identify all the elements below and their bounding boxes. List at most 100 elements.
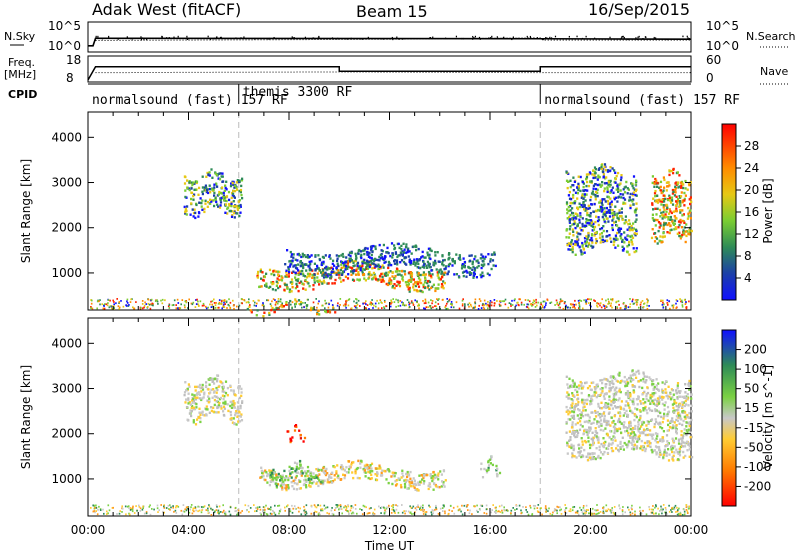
ground-scatter-cell [209, 303, 211, 306]
range-gate-cell [350, 251, 353, 255]
range-gate-cell [230, 204, 233, 208]
ground-scatter-cell [345, 303, 347, 306]
range-gate-cell [590, 233, 594, 236]
range-gate-cell [433, 482, 436, 485]
ground-scatter-cell [535, 298, 537, 301]
range-gate-cell [368, 263, 371, 266]
range-gate-cell [681, 214, 684, 217]
range-gate-cell [406, 470, 409, 474]
ground-scatter-cell [219, 303, 221, 305]
ground-scatter-cell [587, 298, 589, 301]
range-gate-cell [292, 270, 295, 273]
range-gate-cell [568, 430, 571, 433]
range-gate-cell [585, 381, 588, 384]
range-gate-cell [606, 190, 609, 194]
range-gate-cell [628, 425, 631, 428]
range-gate-cell [613, 239, 616, 242]
range-gate-cell [184, 189, 187, 192]
range-gate-cell [683, 197, 686, 201]
range-gate-cell [642, 372, 645, 376]
range-gate-cell [375, 265, 379, 268]
range-gate-cell [582, 455, 585, 458]
range-gate-cell [369, 273, 372, 276]
range-gate-cell [589, 212, 592, 215]
range-gate-cell [608, 215, 612, 218]
range-gate-cell [627, 444, 630, 447]
range-gate-cell [620, 233, 623, 236]
ground-scatter-cell [435, 305, 437, 308]
range-gate-cell [588, 416, 591, 419]
range-gate-cell [608, 436, 611, 439]
range-gate-cell [605, 206, 608, 210]
range-gate-cell [572, 189, 575, 192]
range-gate-cell [601, 215, 604, 219]
range-gate-cell [580, 446, 583, 449]
range-gate-cell [196, 396, 199, 399]
range-gate-cell [653, 219, 656, 222]
range-gate-cell [273, 476, 276, 480]
range-gate-cell [633, 414, 636, 417]
range-gate-cell [302, 287, 305, 290]
range-gate-cell [579, 380, 582, 384]
noise-jitter-mark [627, 38, 629, 41]
noise-jitter-mark [346, 38, 348, 40]
range-gate-cell [687, 404, 690, 407]
range-gate-cell [266, 481, 269, 484]
range-gate-cell [302, 265, 305, 268]
noise-jitter-mark [101, 37, 103, 40]
ground-scatter-cell [545, 508, 548, 511]
range-gate-cell [686, 393, 689, 396]
range-gate-cell [205, 413, 208, 416]
range-gate-cell [606, 239, 609, 242]
range-gate-cell [654, 418, 657, 421]
range-gate-cell [573, 220, 576, 223]
ground-scatter-cell [642, 306, 645, 308]
range-gate-cell [596, 411, 599, 414]
range-gate-cell [654, 432, 658, 435]
ground-scatter-cell [448, 299, 450, 302]
range-gate-cell [601, 235, 604, 238]
ground-scatter-cell [490, 304, 493, 307]
range-gate-cell [324, 254, 327, 257]
ground-scatter-cell [185, 301, 187, 303]
range-gate-cell [187, 187, 191, 190]
range-gate-cell [228, 203, 231, 206]
range-gate-cell [613, 429, 616, 432]
range-gate-cell [237, 405, 240, 408]
range-gate-cell [223, 189, 226, 192]
range-gate-cell [589, 400, 592, 403]
range-gate-cell [398, 273, 401, 276]
range-gate-cell [281, 276, 284, 279]
noise-jitter-mark [292, 37, 294, 40]
ground-scatter-cell [660, 508, 662, 511]
range-gate-cell [410, 275, 413, 278]
nave-series-line [95, 71, 691, 74]
range-gate-cell [428, 482, 431, 485]
ground-scatter-cell [434, 301, 437, 304]
range-gate-cell [644, 401, 647, 404]
ground-scatter-cell [584, 301, 587, 303]
ground-scatter-cell [554, 304, 556, 306]
range-gate-cell [233, 393, 237, 396]
range-gate-cell [688, 388, 691, 391]
range-gate-cell [677, 220, 681, 223]
range-gate-cell [632, 222, 635, 225]
range-gate-cell [613, 426, 616, 429]
range-gate-cell [624, 215, 627, 218]
range-gate-cell [574, 388, 577, 392]
range-gate-cell [409, 470, 412, 474]
range-gate-cell [626, 413, 630, 417]
range-gate-cell [572, 242, 575, 246]
ground-scatter-cell [473, 307, 475, 309]
range-gate-cell [627, 243, 631, 247]
ground-scatter-cell [332, 513, 335, 516]
ground-scatter-cell [126, 298, 129, 301]
ground-scatter-cell [573, 304, 576, 306]
range-gate-cell [600, 442, 603, 446]
range-gate-cell [276, 281, 279, 285]
range-gate-cell [624, 237, 627, 241]
range-gate-cell [604, 440, 607, 444]
range-gate-cell [575, 430, 578, 433]
range-gate-cell [194, 398, 198, 401]
range-gate-cell [208, 397, 211, 400]
